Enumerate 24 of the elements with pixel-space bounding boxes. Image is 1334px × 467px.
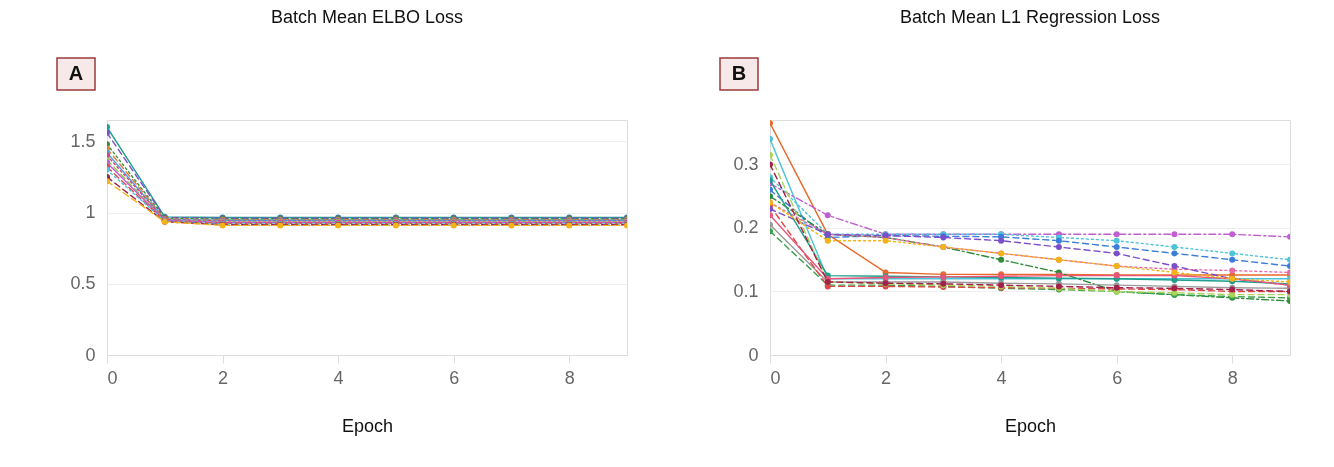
- x-tick-label: 0: [107, 367, 118, 388]
- x-axis-title: Epoch: [1004, 415, 1057, 436]
- x-tick-label: 6: [1112, 367, 1123, 388]
- y-tick-label: 0: [85, 344, 96, 365]
- y-tick-label: 0.2: [733, 217, 759, 238]
- text: A: [68, 62, 84, 84]
- y-tick-label: 0: [748, 344, 759, 365]
- x-tick-label: 8: [564, 367, 575, 388]
- x-tick-label: 6: [449, 367, 460, 388]
- text: B: [731, 62, 747, 84]
- x-axis-title: Epoch: [341, 415, 394, 436]
- y-tick-label: 0.3: [733, 153, 759, 174]
- x-tick-label: 4: [996, 367, 1007, 388]
- y-tick-label: 0.5: [70, 273, 96, 294]
- x-tick-label: 0: [770, 367, 781, 388]
- x-tick-label: 2: [218, 367, 229, 388]
- x-tick-label: 4: [333, 367, 344, 388]
- x-tick-label: 2: [881, 367, 892, 388]
- y-tick-label: 1: [85, 202, 96, 223]
- y-tick-label: 1.5: [70, 130, 96, 151]
- chart-title: Batch Mean L1 Regression Loss: [899, 7, 1161, 28]
- chart-title: Batch Mean ELBO Loss: [270, 7, 464, 28]
- x-tick-label: 8: [1227, 367, 1238, 388]
- y-tick-label: 0.1: [733, 280, 759, 301]
